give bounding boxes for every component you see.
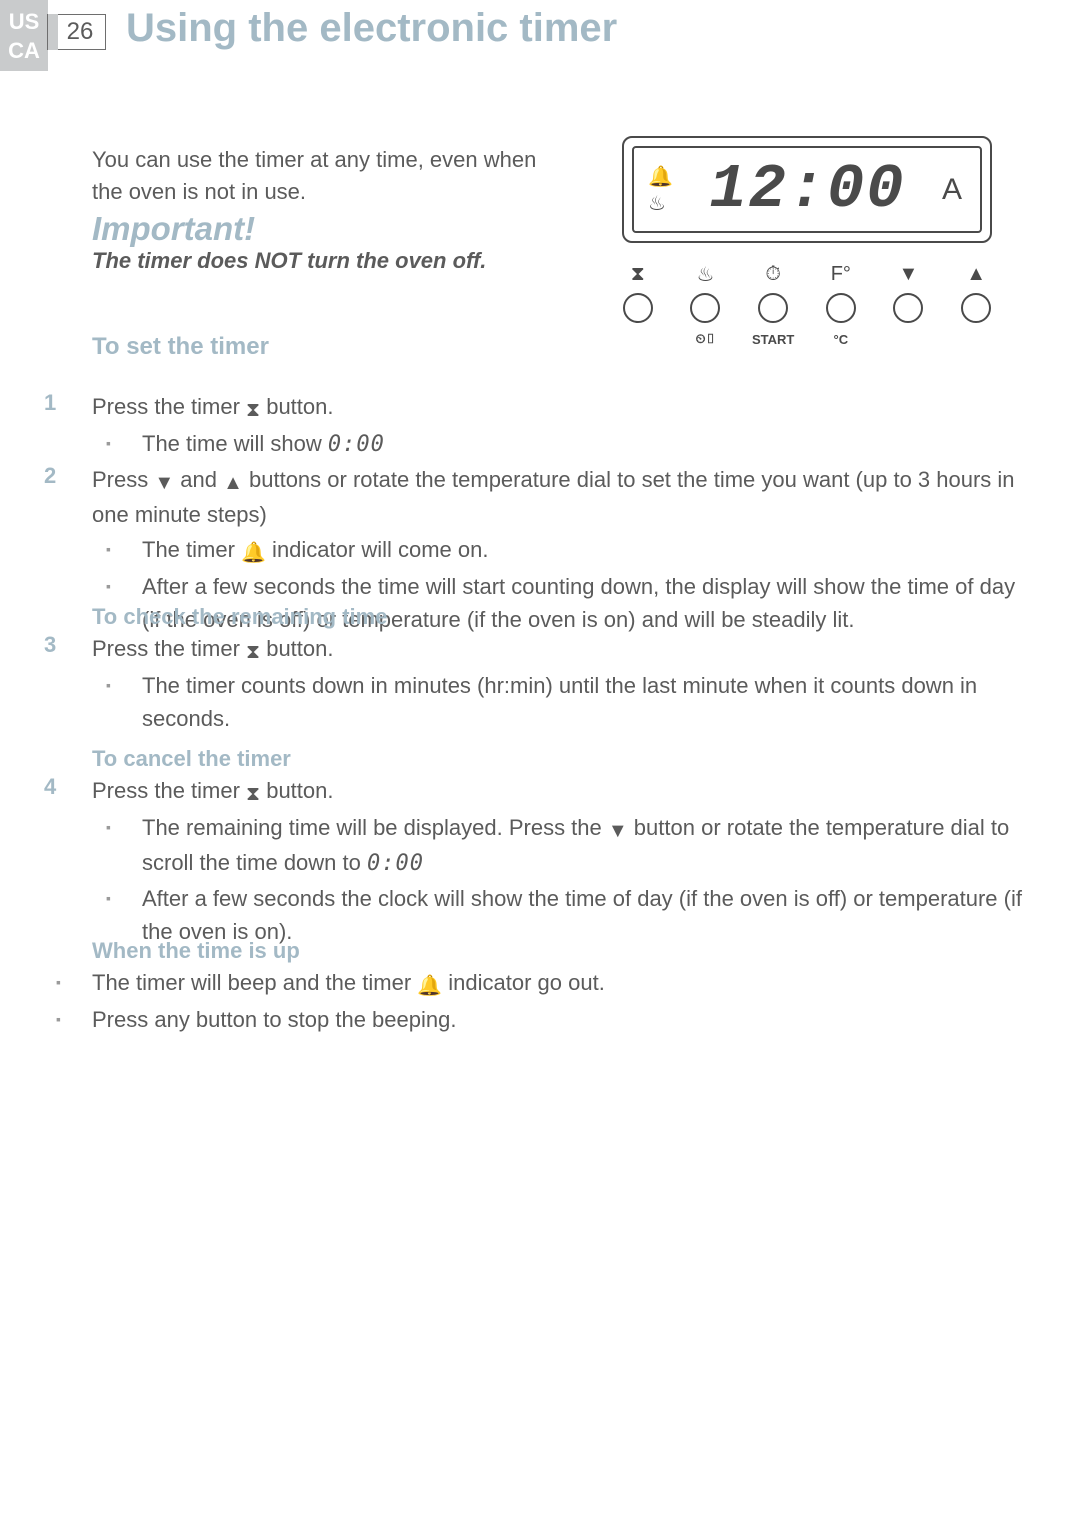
down-icon: ▼	[899, 261, 919, 287]
bullet: Press any button to stop the beeping.	[44, 1003, 1030, 1036]
up-icon: ▲	[966, 261, 986, 287]
btn-sub: START	[752, 329, 794, 349]
hourglass-icon: ⧗	[631, 261, 645, 287]
region-tab: US CA	[0, 0, 48, 71]
btn-sub: ⏲▯	[695, 329, 715, 349]
step-3-bullets: The timer counts down in minutes (hr:min…	[94, 669, 1030, 735]
region-us: US	[0, 8, 48, 37]
heat-icon: ♨	[697, 261, 715, 287]
fahrenheit-label: F°	[831, 261, 851, 287]
step-text: Press the timer ⧗ button.	[92, 390, 1030, 425]
button-circle	[893, 293, 923, 323]
section-heading-cancel-timer: To cancel the timer	[92, 746, 1030, 772]
step-number: 3	[44, 632, 76, 667]
hourglass-icon: ⧗	[246, 395, 260, 425]
celsius-label: °C	[834, 329, 849, 349]
btn-clock: ⏱ START	[743, 261, 803, 349]
bullet: The timer 🔔 indicator will come on.	[94, 533, 1030, 568]
step-text: Press the timer ⧗ button.	[92, 632, 1030, 667]
bullet: The timer counts down in minutes (hr:min…	[94, 669, 1030, 735]
button-circle	[961, 293, 991, 323]
lcd-frame: 🔔 ♨ 12:00 A	[622, 136, 992, 243]
steps-time-up: When the time is up The timer will beep …	[44, 938, 1030, 1038]
steps-set-timer: 1 Press the timer ⧗ button. The time wil…	[44, 390, 1030, 638]
down-icon: ▼	[608, 816, 628, 846]
btn-temp: F° °C	[811, 261, 871, 349]
lcd-ampm: A	[942, 173, 962, 207]
steps-cancel-timer: To cancel the timer 4 Press the timer ⧗ …	[44, 746, 1030, 950]
step-3: 3 Press the timer ⧗ button.	[44, 632, 1030, 667]
lcd-time: 12:00	[685, 154, 930, 225]
hourglass-icon: ⧗	[246, 779, 260, 809]
bell-icon: 🔔	[648, 164, 673, 189]
step-1-bullets: The time will show 0:00	[94, 427, 1030, 461]
bullet: The time will show 0:00	[94, 427, 1030, 461]
region-ca: CA	[0, 37, 48, 66]
page-number-badge: 26	[54, 14, 106, 50]
timer-figure: 🔔 ♨ 12:00 A ⧗ ♨ ⏲▯ ⏱ START F° °C	[604, 136, 1010, 349]
lcd-inner: 🔔 ♨ 12:00 A	[632, 146, 982, 233]
steps-check-time: To check the remaining time 3 Press the …	[44, 604, 1030, 737]
heat-icon: ♨	[648, 191, 673, 216]
button-circle	[758, 293, 788, 323]
step-number: 2	[44, 463, 76, 531]
step-text: Press ▼ and ▲ buttons or rotate the temp…	[92, 463, 1030, 531]
section-heading-set-timer: To set the timer	[92, 333, 269, 361]
hourglass-icon: ⧗	[246, 637, 260, 667]
button-circle	[690, 293, 720, 323]
bell-icon: 🔔	[241, 538, 266, 568]
btn-down: ▼	[878, 261, 938, 349]
button-row: ⧗ ♨ ⏲▯ ⏱ START F° °C ▼ ▲	[604, 261, 1010, 349]
intro-text: You can use the timer at any time, even …	[92, 144, 562, 208]
step-4: 4 Press the timer ⧗ button.	[44, 774, 1030, 809]
important-block: Important! The timer does NOT turn the o…	[92, 210, 486, 274]
btn-up: ▲	[946, 261, 1006, 349]
important-heading: Important!	[92, 210, 486, 248]
section-heading-check-time: To check the remaining time	[92, 604, 1030, 630]
up-icon: ▲	[223, 468, 243, 498]
step-number: 1	[44, 390, 76, 425]
bullet: The timer will beep and the timer 🔔 indi…	[44, 966, 1030, 1001]
time-up-bullets: The timer will beep and the timer 🔔 indi…	[44, 966, 1030, 1036]
step-text: Press the timer ⧗ button.	[92, 774, 1030, 809]
bullet: The remaining time will be displayed. Pr…	[94, 811, 1030, 880]
clock-icon: ⏱	[765, 261, 781, 287]
page-number: 26	[67, 18, 94, 46]
button-circle	[826, 293, 856, 323]
button-circle	[623, 293, 653, 323]
down-icon: ▼	[154, 468, 174, 498]
important-text: The timer does NOT turn the oven off.	[92, 248, 486, 274]
btn-cook: ♨ ⏲▯	[675, 261, 735, 349]
lcd-indicator-icons: 🔔 ♨	[648, 164, 673, 216]
section-heading-time-up: When the time is up	[92, 938, 1030, 964]
page-title: Using the electronic timer	[126, 6, 617, 51]
step-1: 1 Press the timer ⧗ button.	[44, 390, 1030, 425]
step-4-bullets: The remaining time will be displayed. Pr…	[94, 811, 1030, 948]
step-2: 2 Press ▼ and ▲ buttons or rotate the te…	[44, 463, 1030, 531]
step-number: 4	[44, 774, 76, 809]
bell-icon: 🔔	[417, 971, 442, 1001]
btn-timer: ⧗	[608, 261, 668, 349]
